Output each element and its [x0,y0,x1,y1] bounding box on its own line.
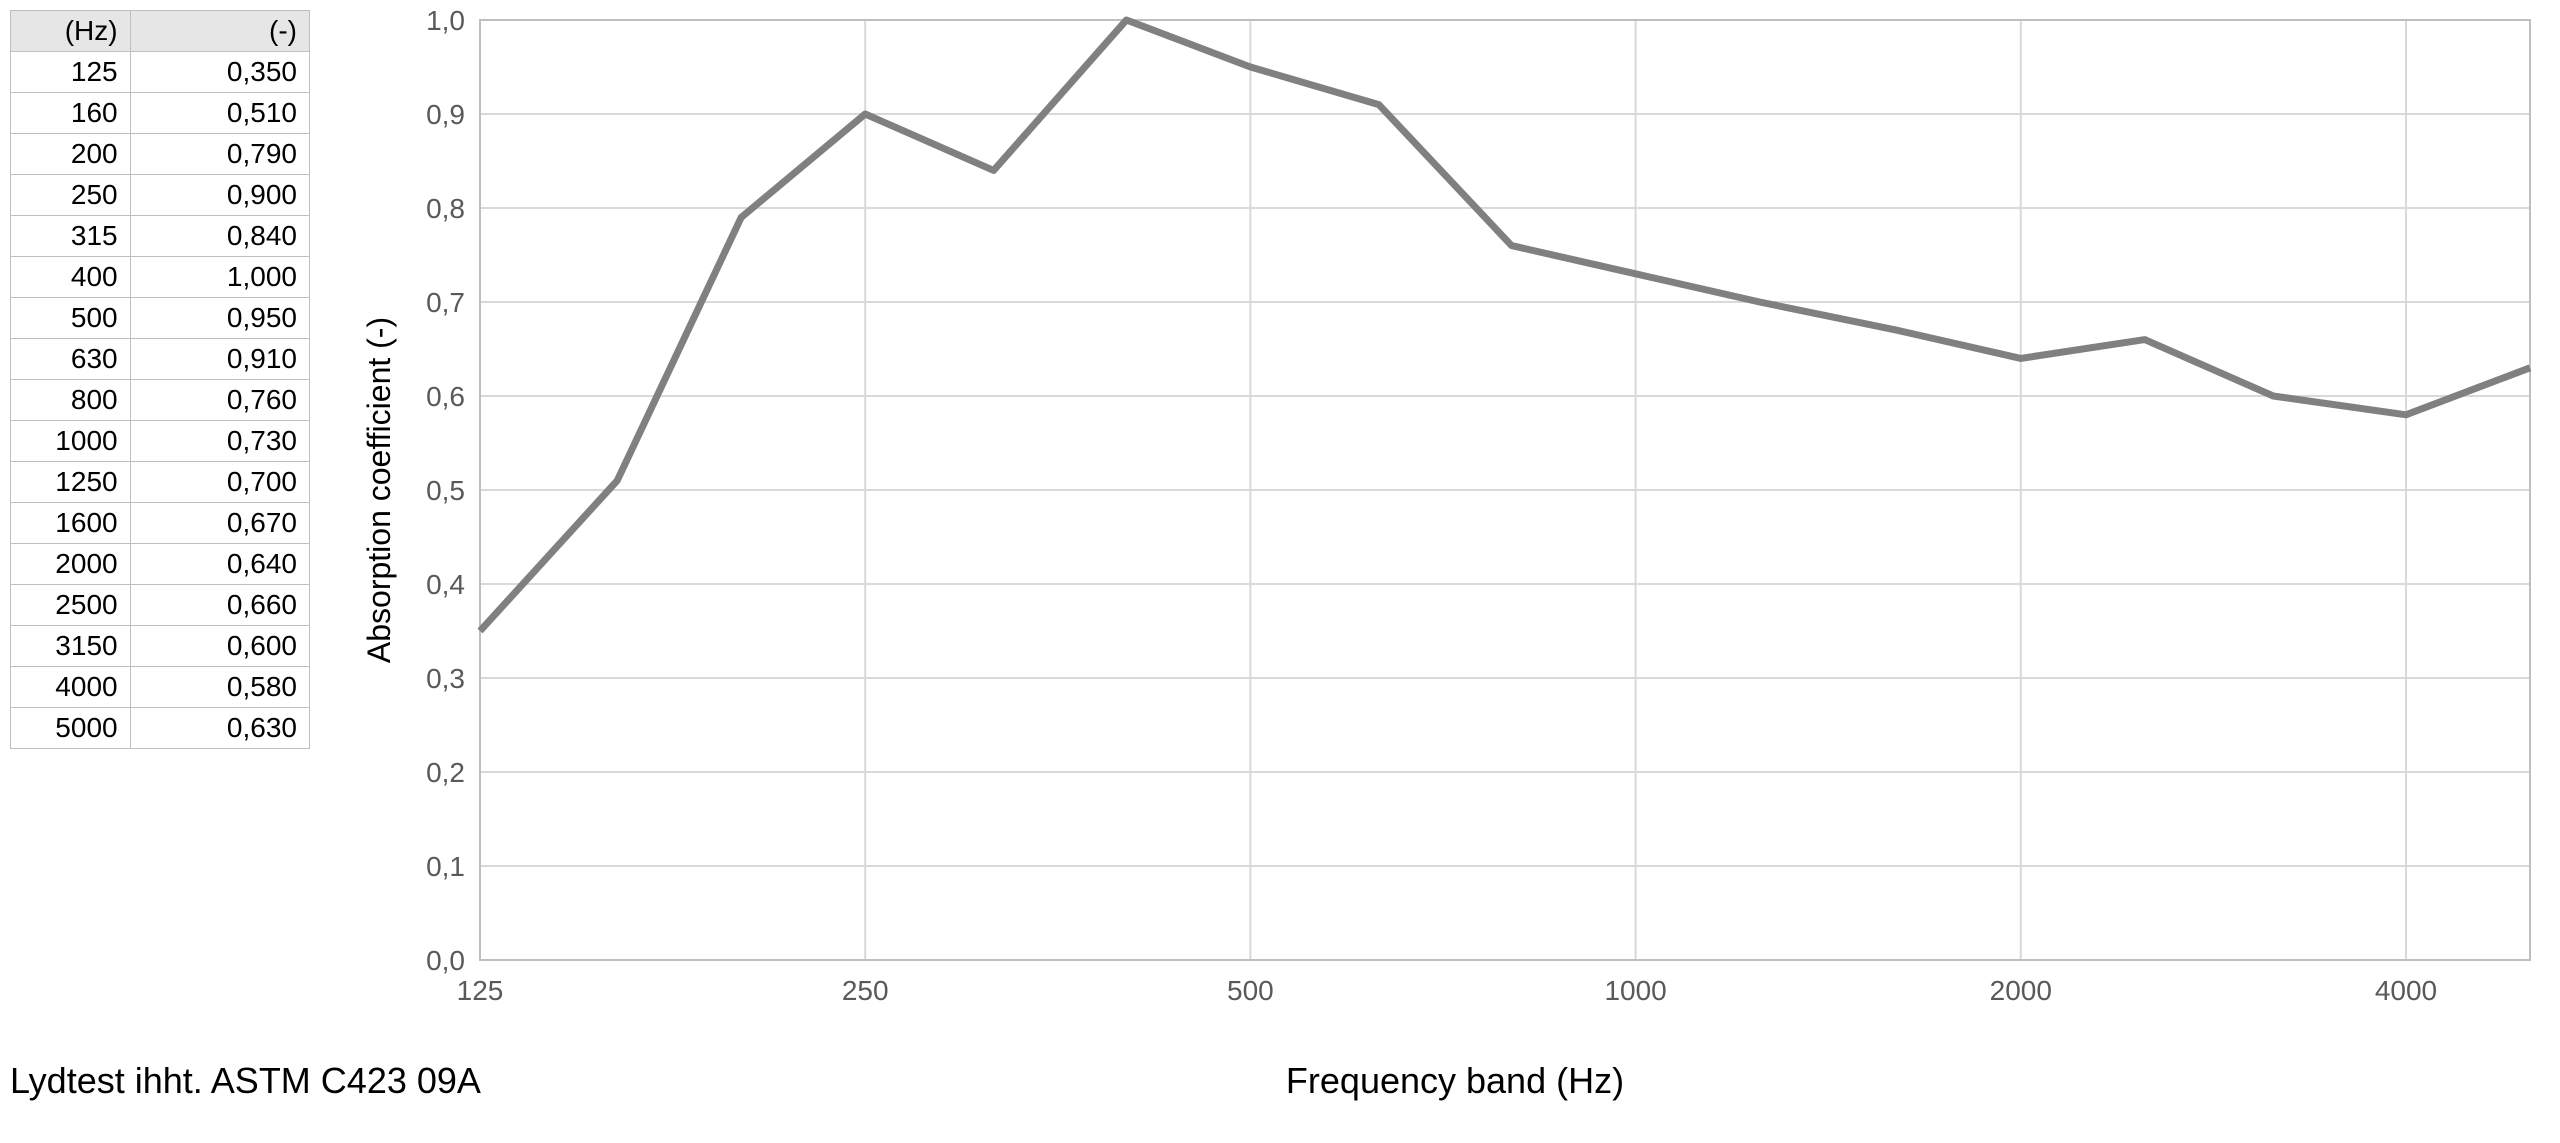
cell-coef: 0,760 [130,380,309,421]
cell-hz: 630 [11,339,131,380]
cell-coef: 0,580 [130,667,309,708]
cell-hz: 1600 [11,503,131,544]
x-tick-label: 250 [842,975,889,1006]
cell-coef: 0,660 [130,585,309,626]
cell-hz: 1000 [11,421,131,462]
cell-coef: 0,600 [130,626,309,667]
header-hz: (Hz) [11,11,131,52]
cell-hz: 125 [11,52,131,93]
cell-hz: 3150 [11,626,131,667]
table-row: 1600,510 [11,93,310,134]
table-row: 5000,950 [11,298,310,339]
y-tick-label: 0,0 [426,945,465,976]
table-row: 1250,350 [11,52,310,93]
table-row: 25000,660 [11,585,310,626]
cell-hz: 200 [11,134,131,175]
cell-hz: 250 [11,175,131,216]
frequency-table: (Hz) (-) 1250,3501600,5102000,7902500,90… [10,10,310,749]
header-coef: (-) [130,11,309,52]
y-tick-label: 0,6 [426,381,465,412]
table-row: 20000,640 [11,544,310,585]
table-row: 16000,670 [11,503,310,544]
table-row: 2000,790 [11,134,310,175]
cell-hz: 1250 [11,462,131,503]
y-tick-label: 0,3 [426,663,465,694]
x-tick-label: 500 [1227,975,1274,1006]
table-row: 10000,730 [11,421,310,462]
cell-hz: 500 [11,298,131,339]
cell-hz: 315 [11,216,131,257]
cell-coef: 0,700 [130,462,309,503]
cell-coef: 1,000 [130,257,309,298]
page-root: (Hz) (-) 1250,3501600,5102000,7902500,90… [0,0,2560,1143]
cell-hz: 2000 [11,544,131,585]
table-row: 12500,700 [11,462,310,503]
cell-coef: 0,640 [130,544,309,585]
cell-coef: 0,840 [130,216,309,257]
x-tick-label: 4000 [2375,975,2437,1006]
cell-coef: 0,910 [130,339,309,380]
table-row: 50000,630 [11,708,310,749]
table-row: 40000,580 [11,667,310,708]
cell-coef: 0,350 [130,52,309,93]
y-tick-label: 0,8 [426,193,465,224]
cell-hz: 800 [11,380,131,421]
x-axis-label: Frequency band (Hz) [360,1060,2550,1102]
chart-svg: 0,0 0,1 0,2 0,3 0,4 0,5 0,6 0,7 0,8 0,9 1,0 125 250 5… [360,0,2550,1030]
cell-hz: 2500 [11,585,131,626]
table-row: 2500,900 [11,175,310,216]
table-row: 31500,600 [11,626,310,667]
table-row: 4001,000 [11,257,310,298]
table-body: 1250,3501600,5102000,7902500,9003150,840… [11,52,310,749]
y-axis-label: Absorption coefficient (-) [361,317,397,663]
cell-hz: 400 [11,257,131,298]
x-tick-label: 1000 [1604,975,1666,1006]
table-row: 3150,840 [11,216,310,257]
y-tick-label: 0,9 [426,99,465,130]
absorption-chart: 0,0 0,1 0,2 0,3 0,4 0,5 0,6 0,7 0,8 0,9 1,0 125 250 5… [360,0,2550,1030]
cell-coef: 0,670 [130,503,309,544]
cell-coef: 0,790 [130,134,309,175]
cell-coef: 0,730 [130,421,309,462]
y-tick-label: 0,5 [426,475,465,506]
cell-coef: 0,630 [130,708,309,749]
table-row: 6300,910 [11,339,310,380]
cell-coef: 0,510 [130,93,309,134]
cell-coef: 0,900 [130,175,309,216]
y-tick-label: 0,1 [426,851,465,882]
cell-hz: 4000 [11,667,131,708]
y-tick-label: 0,4 [426,569,465,600]
y-tick-label: 0,7 [426,287,465,318]
cell-coef: 0,950 [130,298,309,339]
table-row: 8000,760 [11,380,310,421]
cell-hz: 5000 [11,708,131,749]
x-tick-label: 125 [457,975,504,1006]
y-tick-label: 0,2 [426,757,465,788]
cell-hz: 160 [11,93,131,134]
table-header-row: (Hz) (-) [11,11,310,52]
x-tick-label: 2000 [1990,975,2052,1006]
y-tick-label: 1,0 [426,5,465,36]
